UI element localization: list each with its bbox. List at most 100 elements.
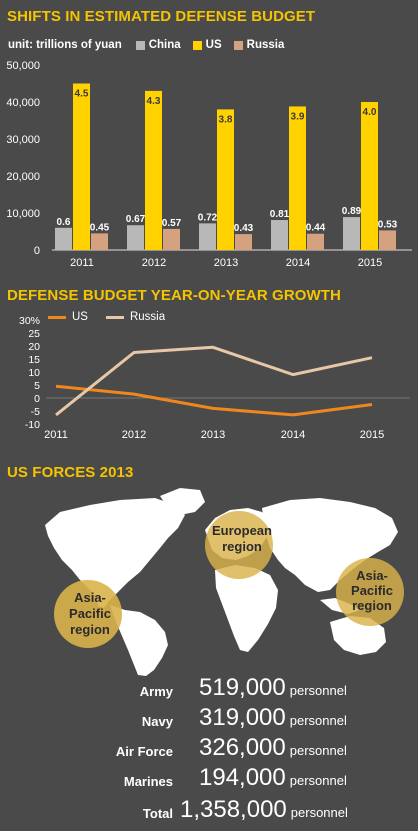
bar-xtick-label: 2014 (286, 257, 310, 269)
greenland-shape (160, 488, 205, 515)
bar-china-2014 (271, 220, 288, 250)
legend-line-russia (105, 315, 124, 319)
bar-data-label: 4.5 (75, 89, 89, 100)
line-xtick-label: 2014 (281, 429, 305, 441)
bar-data-label: 3.8 (219, 114, 233, 125)
line-ytick-label: 0 (34, 393, 40, 405)
line-ytick-label: 20 (28, 341, 40, 353)
bar-china-2015 (343, 217, 360, 250)
bar-us-2013 (217, 109, 234, 251)
region-label-ap-west-3: region (70, 622, 110, 637)
legend-swatch-russia (233, 40, 243, 50)
bar-ytick-label: 20,000 (6, 171, 40, 183)
budget-legend: unit: trillions of yuan China US Russia (8, 39, 296, 51)
region-circle-asia-pacific-west (54, 580, 122, 648)
forces-row-navy: Navy 319,000 personnel (0, 704, 418, 732)
forces-value: 326,000 personnel (199, 734, 347, 761)
budget-chart-title: SHIFTS IN ESTIMATED DEFENSE BUDGET (7, 8, 316, 25)
legend-label-us-growth: US (72, 311, 88, 323)
bar-russia-2015 (379, 230, 396, 250)
south-america-shape (110, 605, 168, 676)
growth-legend: US Russia (48, 311, 183, 323)
forces-row-marines: Marines 194,000 personnel (0, 764, 418, 792)
bar-ytick-label: 40,000 (6, 97, 40, 109)
bar-ytick-label: 50,000 (6, 60, 40, 72)
line-xtick-label: 2015 (360, 429, 384, 441)
bar-us-2011 (73, 83, 90, 250)
bar-data-label: 0.72 (198, 212, 218, 223)
region-circle-europe (205, 511, 273, 579)
bar-data-label: 0.53 (378, 219, 398, 230)
legend-swatch-china (135, 40, 145, 50)
bar-data-label: 0.45 (90, 222, 110, 233)
budget-bar-chart: 0 10,000 20,000 30,000 40,000 50,000 0.6 4.5 0.4… (6, 60, 412, 269)
bar-data-label: 0.57 (162, 218, 182, 229)
bar-xtick-label: 2011 (70, 257, 94, 269)
bar-russia-2013 (235, 234, 252, 250)
region-label-europe-2: region (222, 539, 262, 554)
africa-shape (215, 565, 278, 652)
bar-data-label: 0.6 (57, 217, 71, 228)
bar-data-label: 0.81 (270, 209, 290, 220)
legend-label-russia-growth: Russia (129, 311, 166, 323)
line-ytick-label: 15 (28, 354, 40, 366)
bar-us-2012 (145, 90, 162, 251)
line-ytick-label: -5 (31, 406, 40, 418)
bar-ytick-label: 0 (34, 245, 40, 257)
bar-russia-2014 (307, 233, 324, 250)
asia-shape (262, 498, 398, 592)
region-circle-asia-pacific-east (336, 558, 404, 626)
forces-name: Navy (141, 714, 173, 729)
forces-value: 1,358,000 personnel (180, 796, 348, 823)
line-xtick-label: 2012 (122, 429, 146, 441)
forces-name: Army (139, 684, 173, 699)
bar-us-2014 (289, 106, 306, 250)
region-label-europe-1: European (212, 523, 272, 538)
growth-chart-title: DEFENSE BUDGET YEAR-ON-YEAR GROWTH (7, 287, 341, 304)
bar-ytick-label: 10,000 (6, 208, 40, 220)
bar-xtick-label: 2012 (142, 257, 166, 269)
north-america-shape (45, 498, 185, 608)
bar-data-label: 4.3 (147, 96, 161, 107)
bar-xtick-label: 2013 (214, 257, 238, 269)
bar-xtick-label: 2015 (358, 257, 382, 269)
forces-row-air-force: Air Force 326,000 personnel (0, 734, 418, 762)
forces-title: US FORCES 2013 (7, 464, 134, 481)
region-label-ap-east-3: region (352, 598, 392, 613)
legend-label-china: China (148, 39, 181, 51)
bar-russia-2012 (163, 228, 180, 250)
legend-label-us: US (205, 39, 222, 51)
line-series-russia (55, 345, 373, 417)
legend-swatch-us (192, 40, 202, 50)
line-xtick-label: 2011 (44, 429, 68, 441)
bar-china-2011 (55, 227, 72, 250)
forces-value: 319,000 personnel (199, 704, 347, 731)
line-ytick-label: -10 (25, 419, 40, 431)
bar-china-2012 (127, 225, 144, 250)
forces-name: Marines (123, 774, 173, 789)
line-ytick-label: 25 (28, 328, 40, 340)
region-label-ap-west-2: Pacific (69, 606, 111, 621)
forces-row-army: Army 519,000 personnel (0, 674, 418, 702)
bar-data-label: 3.9 (291, 111, 305, 122)
legend-label-russia: Russia (246, 39, 285, 51)
region-markers (54, 511, 404, 648)
bar-us-2015 (361, 102, 378, 250)
bar-data-label: 4.0 (363, 107, 377, 118)
region-label-ap-west-1: Asia- (74, 590, 106, 605)
budget-unit-label: unit: trillions of yuan (8, 39, 122, 51)
forces-value: 194,000 personnel (199, 764, 347, 791)
bar-data-label: 0.89 (342, 206, 362, 217)
bar-ytick-label: 30,000 (6, 134, 40, 146)
line-xtick-label: 2013 (201, 429, 225, 441)
bar-china-2013 (199, 223, 216, 250)
line-ytick-label: 5 (34, 380, 40, 392)
bar-data-label: 0.44 (306, 223, 326, 234)
line-series-us (55, 384, 373, 417)
forces-name: Total (142, 806, 173, 821)
region-label-ap-east-2: Pacific (351, 583, 393, 598)
line-ytick-label: 30% (19, 315, 40, 327)
bar-russia-2011 (91, 233, 108, 250)
forces-row-total: Total 1,358,000 personnel (0, 796, 418, 824)
